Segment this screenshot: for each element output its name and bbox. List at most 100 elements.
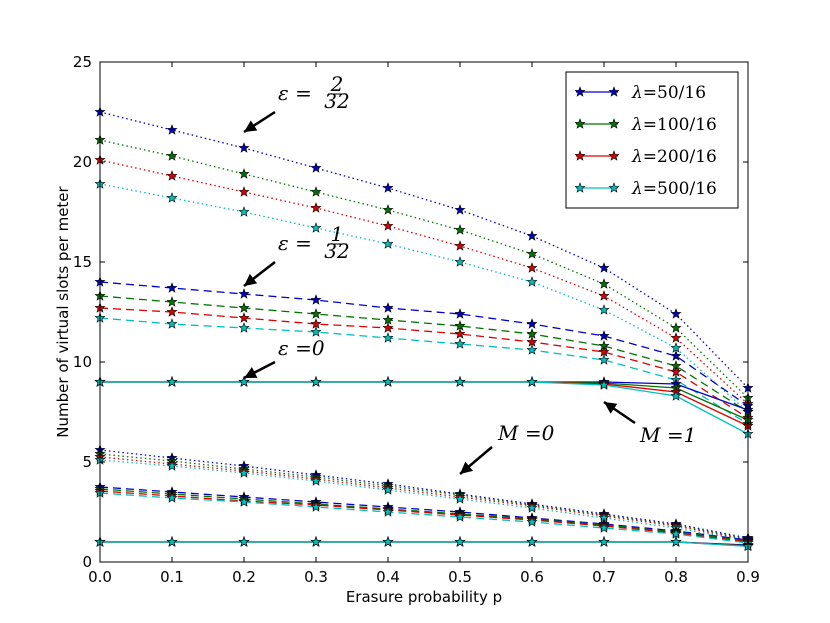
data-point-marker <box>670 350 682 361</box>
series-line <box>99 488 749 542</box>
arrow-head <box>244 273 258 286</box>
x-tick-label: 0.6 <box>520 568 544 586</box>
data-point-marker <box>526 376 538 387</box>
data-point-marker <box>598 522 610 533</box>
series-group <box>94 106 754 552</box>
data-point-marker <box>670 332 682 343</box>
data-point-marker <box>670 342 682 353</box>
data-point-marker <box>238 142 250 153</box>
legend-marker <box>574 182 586 193</box>
legend-marker <box>608 118 620 129</box>
data-point-marker <box>310 318 322 329</box>
data-point-marker <box>310 186 322 197</box>
data-point-marker <box>526 502 538 513</box>
annotation-fraction-numerator: 1 <box>331 222 344 246</box>
data-point-marker <box>238 322 250 333</box>
legend-label: λ=200/16 <box>631 147 717 167</box>
data-point-marker <box>310 326 322 337</box>
data-point-marker <box>526 336 538 347</box>
data-point-marker <box>670 322 682 333</box>
x-tick-label: 0.9 <box>736 568 760 586</box>
data-point-marker <box>454 493 466 504</box>
data-point-marker <box>454 376 466 387</box>
series-line <box>99 139 749 399</box>
annotation-fraction-denominator: 32 <box>324 89 349 113</box>
data-point-marker <box>526 318 538 329</box>
data-point-marker <box>238 496 250 507</box>
legend-symbol: λ <box>631 147 643 167</box>
y-tick-label: 0 <box>82 553 92 571</box>
series-line <box>99 453 749 540</box>
annotation-label: M =1 <box>639 423 696 447</box>
data-point-marker <box>310 222 322 233</box>
legend-frame <box>565 71 739 209</box>
y-tick-label: 15 <box>73 253 92 271</box>
y-tick-label: 10 <box>73 353 92 371</box>
data-point-marker <box>598 536 610 547</box>
x-tick-label: 0.8 <box>664 568 688 586</box>
legend-marker <box>608 182 620 193</box>
data-point-marker <box>166 492 178 503</box>
y-axis-label: Number of virtual slots per meter <box>54 185 72 437</box>
data-point-marker <box>454 256 466 267</box>
data-point-marker <box>166 170 178 181</box>
data-point-marker <box>382 238 394 249</box>
data-point-marker <box>238 467 250 478</box>
legend-value: =50/16 <box>643 83 706 103</box>
data-point-marker <box>382 376 394 387</box>
data-point-marker <box>598 290 610 301</box>
series-line <box>99 490 749 543</box>
data-point-marker <box>382 484 394 495</box>
x-axis-label: Erasure probability p <box>346 588 502 606</box>
data-point-marker <box>670 528 682 539</box>
data-point-marker <box>526 230 538 241</box>
data-point-marker <box>526 344 538 355</box>
series-line <box>99 456 749 541</box>
data-point-marker <box>454 328 466 339</box>
legend: λ=50/16λ=100/16λ=200/16λ=500/16 <box>565 71 739 209</box>
data-point-marker <box>382 182 394 193</box>
legend-symbol: λ <box>631 179 643 199</box>
data-point-marker <box>454 224 466 235</box>
legend-symbol: λ <box>631 115 643 135</box>
legend-marker <box>574 150 586 161</box>
data-point-marker <box>598 346 610 357</box>
x-tick-label: 0.2 <box>232 568 256 586</box>
annotation-label: ε = <box>278 81 312 105</box>
legend-value: =100/16 <box>643 115 717 135</box>
legend-value: =500/16 <box>643 179 717 199</box>
series-line <box>99 486 749 541</box>
data-point-marker <box>310 475 322 486</box>
data-point-marker <box>166 536 178 547</box>
data-point-marker <box>382 204 394 215</box>
data-point-marker <box>526 516 538 527</box>
data-point-marker <box>238 168 250 179</box>
annotation-1: ε = 132 <box>243 222 350 287</box>
series-1 <box>94 134 754 403</box>
x-tick-label: 0.3 <box>304 568 328 586</box>
data-point-marker <box>382 314 394 325</box>
data-point-marker <box>598 354 610 365</box>
data-point-marker <box>310 376 322 387</box>
y-tick-label: 20 <box>73 153 92 171</box>
legend-symbol: λ <box>631 83 643 103</box>
series-line <box>99 449 749 539</box>
data-point-marker <box>382 220 394 231</box>
arrow-head <box>244 367 258 378</box>
data-point-marker <box>598 262 610 273</box>
arrow-head <box>460 461 474 474</box>
data-point-marker <box>166 282 178 293</box>
data-point-marker <box>166 150 178 161</box>
legend-marker <box>574 86 586 97</box>
legend-entry: λ=50/16 <box>574 83 706 103</box>
data-point-marker <box>238 536 250 547</box>
data-point-marker <box>670 308 682 319</box>
data-point-marker <box>526 536 538 547</box>
data-point-marker <box>238 206 250 217</box>
arrow-head <box>604 402 618 414</box>
data-point-marker <box>238 186 250 197</box>
data-point-marker <box>310 162 322 173</box>
series-line <box>100 541 749 548</box>
